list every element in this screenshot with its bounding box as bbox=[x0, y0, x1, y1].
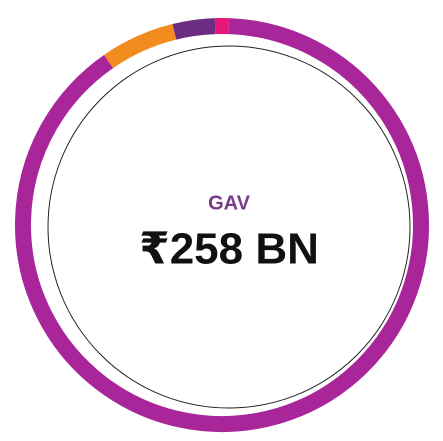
donut-segment bbox=[172, 18, 216, 40]
donut-segment bbox=[103, 24, 177, 69]
inner-circle bbox=[47, 45, 411, 409]
center-label: GAV bbox=[208, 192, 251, 214]
donut-segment bbox=[15, 18, 429, 432]
center-value: ₹258 BN bbox=[139, 225, 319, 274]
